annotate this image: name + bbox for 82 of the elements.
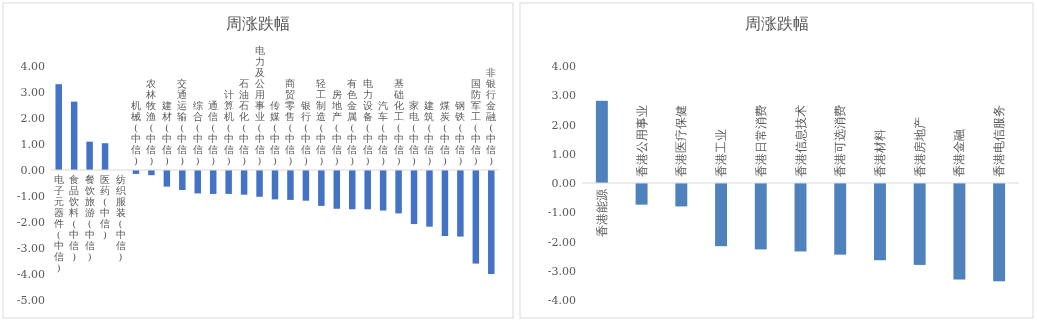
bar: [426, 170, 433, 227]
x-tick-label: 医药(中信): [100, 174, 111, 240]
bar: [472, 170, 480, 264]
x-tick-label: 交通运输(中信): [177, 78, 188, 166]
x-tick-label: 香港电信服务: [992, 105, 1007, 177]
x-tick-label: 食品饮料(中信): [68, 174, 80, 262]
x-tick-label: 香港工业: [714, 129, 729, 177]
x-tick-label: 房地产(中信): [330, 89, 342, 166]
bar: [410, 170, 418, 225]
bar: [441, 170, 449, 237]
bar: [240, 170, 248, 195]
x-tick-label: 香港金融: [952, 129, 967, 177]
y-tick-label: -5.00: [16, 294, 45, 307]
x-tick-label: 农林牧渔(中信): [145, 78, 157, 166]
x-tick-label: 香港可选消费: [833, 105, 848, 177]
x-tick-label: 石油石化(中信): [239, 78, 250, 166]
x-tick-label: 电力设备(中信): [362, 78, 373, 166]
bar: [395, 170, 402, 214]
x-tick-label: 香港材料: [872, 129, 887, 177]
y-tick-label: 0.00: [20, 164, 45, 177]
category-label: 电力及公用事业(中信): [254, 45, 265, 166]
bar: [333, 170, 341, 209]
x-tick-label: 家电(中信): [409, 100, 420, 166]
bar: [364, 170, 371, 210]
x-tick-label: 基础化工(中信): [392, 78, 404, 166]
chart-title: 周涨跌幅: [226, 14, 290, 33]
bar: [55, 84, 62, 170]
y-tick-label: 1.00: [551, 147, 576, 161]
y-tick-label: -3.00: [16, 242, 45, 255]
y-tick-label: 2.00: [20, 112, 45, 125]
bar: [179, 170, 186, 191]
x-tick-label: 纺织服装(中信): [115, 174, 126, 262]
y-tick-label: 1.00: [20, 138, 45, 151]
y-tick-label: -1.00: [16, 190, 45, 203]
x-tick-label: 建材(中信): [160, 100, 172, 166]
x-tick-label: 国防军工(中信): [470, 78, 481, 166]
y-tick-label: 4.00: [20, 60, 45, 73]
x-tick-label: 银行(中信): [299, 100, 311, 166]
y-tick-label: -4.00: [16, 268, 45, 281]
y-tick-label: -1.00: [547, 206, 576, 220]
bar: [318, 170, 325, 206]
bar: [287, 170, 294, 200]
x-tick-label: 香港房地产: [912, 117, 927, 177]
bar: [86, 141, 93, 170]
bar: [457, 170, 464, 237]
category-label: 非银行金融(中信): [486, 67, 497, 166]
y-tick-label: 3.00: [20, 86, 45, 99]
y-tick-label: -3.00: [547, 264, 576, 278]
bar: [379, 170, 387, 211]
bar: [488, 170, 495, 274]
bar: [302, 170, 310, 201]
bar: [225, 170, 232, 194]
x-tick-label: 汽车(中信): [378, 100, 389, 166]
x-tick-label: 轻工制造(中信): [316, 78, 327, 166]
x-tick-label: 商贸零售(中信): [285, 78, 296, 166]
x-tick-label: 建筑(中信): [423, 100, 435, 166]
x-tick-label: 综合(中信): [192, 100, 203, 166]
x-tick-label: 计算机(中信): [223, 89, 234, 166]
bar: [256, 170, 263, 197]
x-tick-label: 传媒(中信): [270, 100, 280, 166]
x-tick-label: 通信(中信): [208, 100, 219, 166]
y-tick-label: -2.00: [547, 235, 576, 249]
y-tick-label: 0.00: [551, 177, 576, 190]
x-tick-label: 香港能源: [594, 189, 609, 237]
bar: [70, 101, 78, 170]
y-tick-label: 4.00: [551, 60, 576, 73]
y-tick-label: 3.00: [551, 89, 576, 103]
x-tick-label: 机械(中信): [130, 100, 141, 166]
x-tick-label: 餐饮旅游(中信): [83, 174, 95, 262]
x-tick-label: 煤炭(中信): [439, 100, 450, 166]
x-tick-label: 香港医疗保健: [674, 105, 689, 177]
x-tick-label: 香港信息技术: [793, 105, 808, 177]
x-tick-label: 有色金属(中信): [347, 78, 358, 166]
y-tick-label: -4.00: [547, 294, 576, 307]
bar: [101, 143, 109, 170]
chart-title: 周涨跌幅: [744, 14, 809, 33]
x-tick-label: 香港日常消费: [753, 105, 768, 177]
category-label: 电子元器件(中信): [53, 174, 64, 273]
y-tick-label: 2.00: [551, 118, 576, 132]
x-tick-label: 钢铁(中信): [454, 100, 466, 166]
y-tick-label: -2.00: [16, 216, 45, 229]
x-tick-label: 香港公用事业: [634, 105, 649, 177]
